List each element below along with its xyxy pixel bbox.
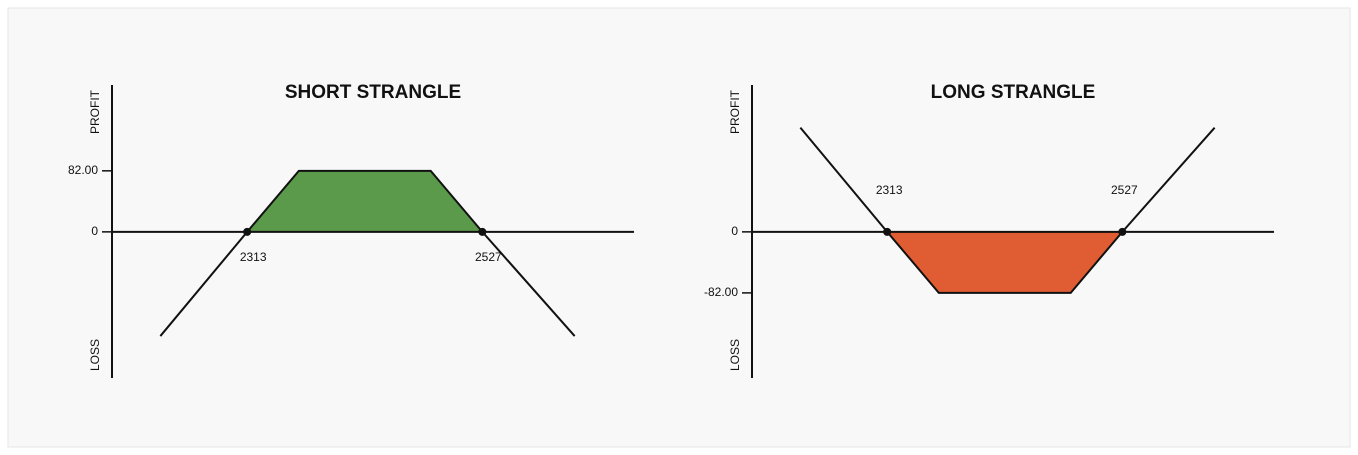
chart-title: LONG STRANGLE [931,82,1096,103]
y-tick-label: 0 [731,224,738,238]
breakeven-point [883,227,892,236]
breakeven-label: 2527 [475,250,502,264]
chart-title: SHORT STRANGLE [285,82,461,103]
y-tick-label: 0 [91,224,98,238]
payoff-area [247,170,483,232]
payoff-line [159,169,576,337]
y-label-bottom: LOSS [88,339,102,371]
payoff-area [887,231,1123,293]
y-tick-label: -82.00 [704,285,738,299]
breakeven-point [1118,227,1127,236]
breakeven-point [243,227,252,236]
panel [7,7,1351,448]
y-label-bottom: LOSS [728,339,742,371]
payoff-line [799,126,1216,294]
breakeven-label: 2313 [240,250,267,264]
y-label-top: PROFIT [88,89,102,134]
breakeven-label: 2527 [1111,183,1138,197]
y-label-top: PROFIT [728,89,742,134]
y-tick-label: 82.00 [68,163,98,177]
breakeven-point [478,227,487,236]
breakeven-label: 2313 [876,183,903,197]
